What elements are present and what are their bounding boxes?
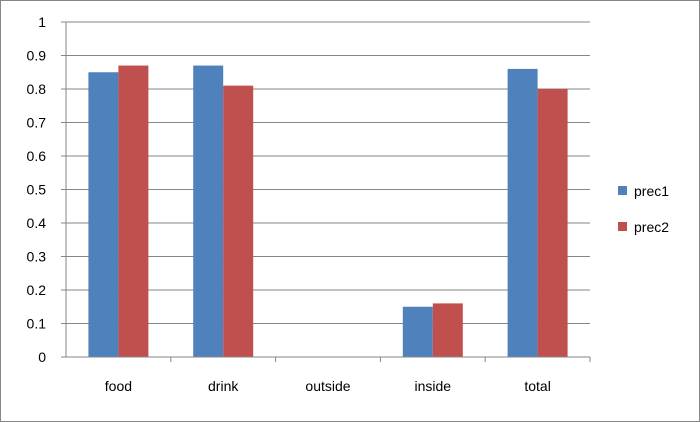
y-tick-label: 0.8 [27,81,47,97]
y-tick-label: 0.4 [27,215,47,231]
x-tick-label: total [524,378,550,394]
y-axis-ticks: 0 0.1 0.2 0.3 0.4 0.5 0.6 0.7 0.8 0.9 1 [27,14,66,365]
y-tick-label: 1 [38,14,46,30]
bar-prec1-food [88,72,119,357]
y-tick-label: 0 [38,349,46,365]
bar-prec2-total [537,89,568,357]
legend-label-prec1: prec1 [634,183,669,199]
bars [88,65,568,358]
bar-prec2-drink [223,85,254,358]
x-tick-label: food [105,378,132,394]
bar-prec1-inside [402,306,433,357]
x-axis-ticks: food drink outside inside total [105,357,591,394]
gridlines [66,21,590,324]
x-tick-label: inside [415,378,452,394]
y-tick-label: 0.1 [27,316,47,332]
y-tick-label: 0.9 [27,48,47,64]
bar-prec1-total [507,68,538,358]
x-tick-label: drink [208,378,239,394]
y-tick-label: 0.2 [27,282,47,298]
x-tick-label: outside [305,378,350,394]
y-tick-label: 0.7 [27,115,47,131]
bar-prec1-drink [193,65,224,358]
y-tick-label: 0.6 [27,148,47,164]
y-tick-label: 0.3 [27,249,47,265]
legend: prec1 prec2 [618,183,669,235]
legend-swatch-prec2 [618,222,627,231]
bar-prec2-inside [432,303,463,357]
bar-prec2-food [118,65,149,358]
legend-label-prec2: prec2 [634,219,669,235]
y-tick-label: 0.5 [27,182,47,198]
legend-swatch-prec1 [618,186,627,195]
